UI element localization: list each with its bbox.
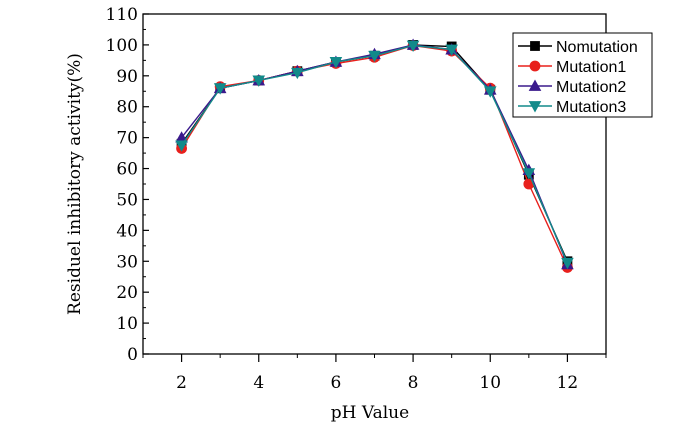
series-line xyxy=(181,44,569,265)
legend: Nomutation Mutation1 Mutation2 Mutation3 xyxy=(512,32,653,118)
series-line xyxy=(181,44,569,264)
y-tick-label: 90 xyxy=(116,67,138,87)
legend-item-nomutation: Nomutation xyxy=(518,39,638,56)
legend-label: Mutation3 xyxy=(556,99,626,116)
data-point-triangle-down xyxy=(406,40,420,52)
x-tick-label: 8 xyxy=(408,373,419,393)
y-tick-label: 70 xyxy=(116,129,138,149)
y-axis-title: Residuel inhibitory activity(%) xyxy=(65,53,85,315)
y-axis: 0 10 20 30 40 50 60 70 80 90 100 110 xyxy=(106,5,149,365)
x-tick-label: 6 xyxy=(331,373,342,393)
data-point-triangle-down xyxy=(528,101,542,113)
y-tick-label: 10 xyxy=(116,314,138,334)
y-tick-label: 0 xyxy=(127,345,138,365)
y-tick-label: 40 xyxy=(116,221,138,241)
data-point-triangle-down xyxy=(561,257,574,270)
data-point-triangle-down xyxy=(213,83,227,95)
y-tick-label: 80 xyxy=(116,98,138,118)
legend-item-mutation1: Mutation1 xyxy=(518,59,626,76)
legend-label: Nomutation xyxy=(556,39,638,56)
y-tick-label: 60 xyxy=(116,160,138,180)
data-point-triangle-down xyxy=(445,44,458,56)
y-tick-label: 100 xyxy=(106,36,138,56)
x-axis-title: pH Value xyxy=(331,403,409,423)
series-mutation3 xyxy=(175,40,574,270)
series-layer xyxy=(175,38,574,273)
x-tick-label: 10 xyxy=(479,373,501,393)
series-line xyxy=(181,44,569,268)
data-point-triangle-down xyxy=(368,50,381,63)
data-point-square xyxy=(530,41,540,51)
data-point-triangle-down xyxy=(522,168,536,180)
data-point-triangle-down xyxy=(252,75,266,87)
x-axis: 2 4 6 8 10 12 xyxy=(142,354,607,393)
x-tick-label: 4 xyxy=(253,373,264,393)
data-point-triangle-down xyxy=(291,67,304,80)
data-point-triangle-up xyxy=(528,79,542,91)
legend-label: Mutation2 xyxy=(556,79,626,96)
y-tick-label: 50 xyxy=(116,190,138,210)
x-tick-label: 2 xyxy=(176,373,187,393)
data-point-triangle-down xyxy=(175,140,188,152)
series-line xyxy=(181,44,569,262)
legend-item-mutation3: Mutation3 xyxy=(518,99,626,116)
data-point-triangle-down xyxy=(329,57,343,69)
y-tick-label: 30 xyxy=(116,252,138,272)
data-point-triangle-down xyxy=(483,86,497,98)
legend-item-mutation2: Mutation2 xyxy=(518,79,626,96)
legend-label: Mutation1 xyxy=(556,59,626,76)
data-point-circle xyxy=(529,60,541,72)
y-tick-label: 20 xyxy=(116,283,138,303)
x-tick-label: 12 xyxy=(557,373,579,393)
y-tick-label: 110 xyxy=(106,5,138,25)
